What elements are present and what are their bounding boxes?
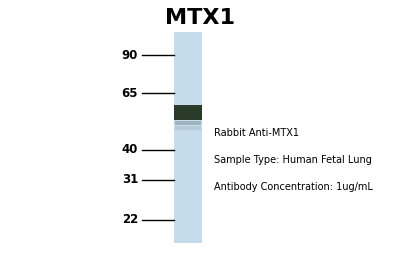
- Text: 65: 65: [122, 87, 138, 100]
- Text: Antibody Concentration: 1ug/mL: Antibody Concentration: 1ug/mL: [214, 182, 373, 192]
- Text: Sample Type: Human Fetal Lung: Sample Type: Human Fetal Lung: [214, 155, 372, 165]
- Text: 90: 90: [122, 49, 138, 62]
- Text: 31: 31: [122, 173, 138, 186]
- Text: Rabbit Anti-MTX1: Rabbit Anti-MTX1: [214, 128, 299, 139]
- Text: MTX1: MTX1: [165, 8, 235, 28]
- Text: 22: 22: [122, 213, 138, 226]
- Bar: [174, 105, 202, 120]
- Text: 40: 40: [122, 143, 138, 156]
- Bar: [175, 121, 201, 125]
- Bar: [174, 32, 202, 243]
- Bar: [175, 126, 201, 130]
